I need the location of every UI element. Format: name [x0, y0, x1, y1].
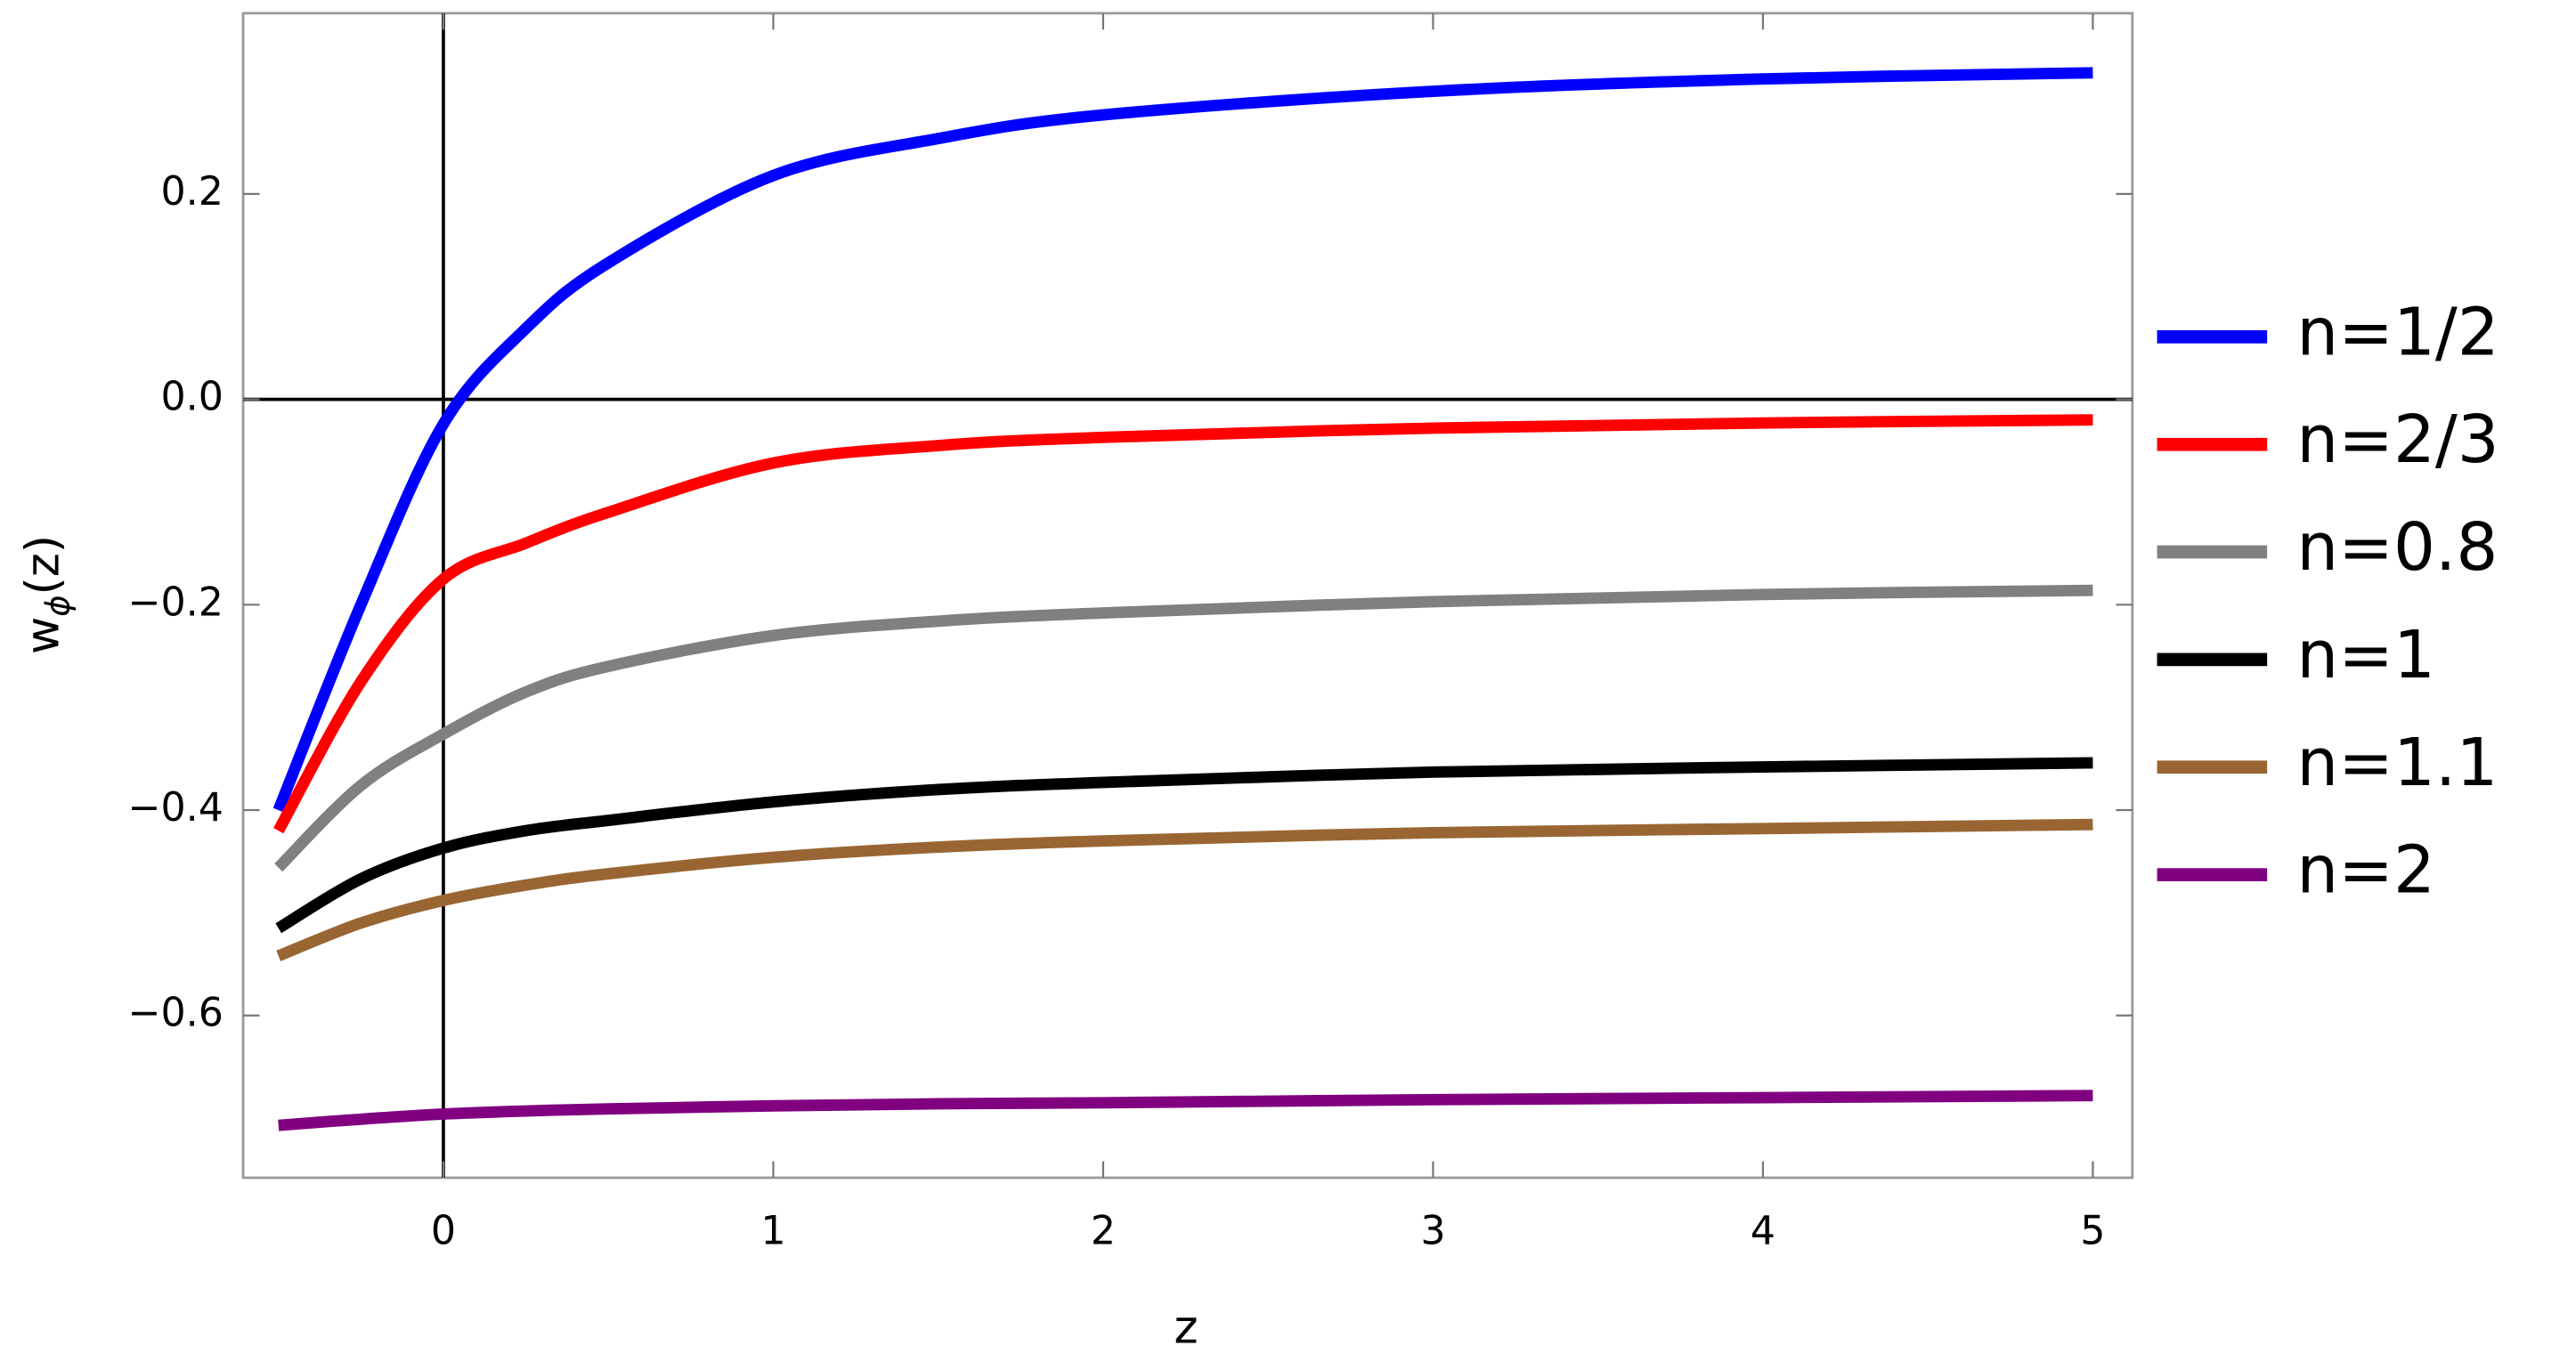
x-axis-label: z: [1174, 1301, 1199, 1355]
x-tick-label: 3: [1420, 1209, 1445, 1254]
x-tick-label: 4: [1751, 1209, 1776, 1254]
legend-label: n=2: [2296, 832, 2435, 909]
legend-label: n=1.1: [2296, 725, 2498, 801]
series-line: [275, 757, 2093, 934]
legend-label: n=1: [2296, 617, 2435, 693]
y-axis-label: wϕ(z): [17, 535, 77, 654]
y-tick-label: 0.2: [161, 169, 223, 215]
y-label-main: w: [17, 617, 70, 654]
x-tick-label: 1: [760, 1209, 785, 1254]
series-line: [273, 414, 2093, 834]
y-tick-label: −0.6: [127, 991, 223, 1036]
series-line: [274, 584, 2093, 872]
y-tick-label: −0.2: [127, 580, 223, 625]
y-tick-label: 0.0: [161, 375, 223, 420]
legend-label: n=2/3: [2296, 401, 2499, 478]
y-label-subscript: ϕ: [38, 595, 77, 616]
series-line: [272, 67, 2093, 813]
legend-label: n=1/2: [2296, 294, 2499, 370]
x-tick-label: 5: [2080, 1209, 2105, 1254]
plot-frame: [241, 12, 2134, 1179]
series-line: [278, 1090, 2093, 1131]
x-tick-label: 0: [431, 1209, 456, 1254]
series-line: [276, 818, 2093, 961]
y-tick-label: −0.4: [127, 785, 223, 831]
y-label-suffix: (z): [17, 535, 70, 595]
legend-label: n=0.8: [2296, 509, 2498, 586]
x-tick-label: 2: [1091, 1209, 1116, 1254]
